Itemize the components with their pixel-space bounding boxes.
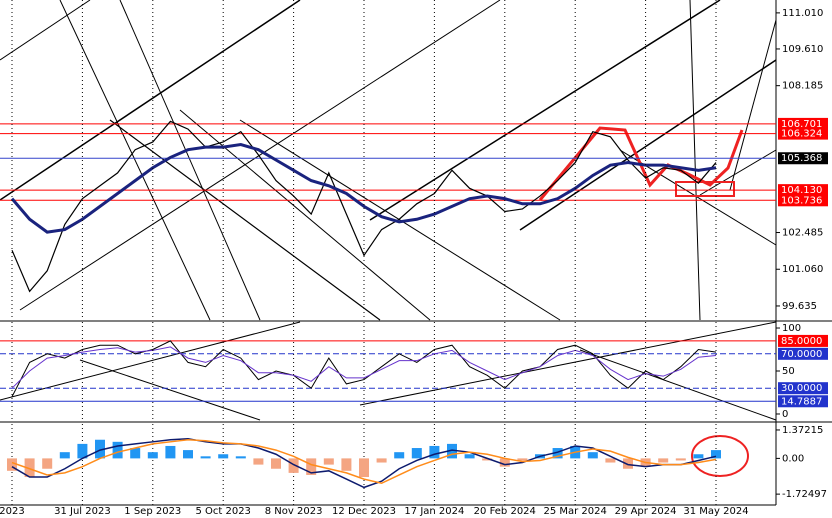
level-label-box — [778, 184, 828, 197]
y-tick-label: 101.060 — [782, 264, 823, 275]
histogram-bar — [77, 443, 88, 459]
histogram-bar — [42, 458, 53, 469]
y-tick-label: 102.485 — [782, 228, 823, 239]
level-label: 106.701 — [781, 119, 822, 130]
histogram-bar — [429, 445, 440, 459]
series-line — [11, 438, 717, 485]
x-tick-label: 8 Nov 2023 — [265, 506, 323, 517]
histogram-bar — [447, 443, 457, 459]
histogram-bar — [253, 458, 264, 465]
y-tick-label: 99.635 — [782, 301, 817, 312]
level-label-box — [778, 194, 828, 207]
histogram-bar — [271, 458, 281, 469]
histogram-bar — [59, 452, 70, 459]
level-label: 105.368 — [781, 153, 822, 164]
histogram-bar — [306, 458, 317, 475]
histogram-bar — [587, 452, 598, 459]
level-label-box — [778, 127, 828, 140]
x-tick-label: 17 Jan 2024 — [404, 506, 464, 517]
level-label: 85.0000 — [781, 336, 822, 347]
x-tick-label: 31 Jul 2023 — [54, 506, 111, 517]
x-tick-label: 12 Dec 2023 — [332, 506, 396, 517]
histogram-bar — [394, 452, 405, 459]
level-label-box — [778, 334, 828, 347]
histogram-bar — [605, 458, 616, 463]
histogram-bar — [147, 452, 158, 459]
x-tick-label: 1 Sep 2023 — [124, 506, 181, 517]
series-line — [10, 143, 717, 234]
x-tick-label: 20 Feb 2024 — [474, 506, 536, 517]
histogram-bar — [464, 454, 475, 459]
histogram-bar — [288, 458, 299, 473]
x-tick-label: 25 Mar 2024 — [543, 506, 606, 517]
y-tick-label: 109.610 — [782, 44, 823, 55]
x-tick-label: 31 May 2024 — [683, 506, 748, 517]
histogram-bar — [218, 454, 229, 459]
histogram-bar — [95, 439, 105, 459]
level-label: 70.0000 — [781, 349, 822, 360]
x-tick-label: 5 Oct 2023 — [195, 506, 250, 517]
histogram-bar — [376, 458, 387, 463]
x-tick-label: 29 Apr 2024 — [615, 506, 677, 517]
y-tick-label: 111.010 — [782, 8, 823, 19]
histogram-bar — [623, 458, 633, 469]
level-label-box — [778, 395, 828, 408]
histogram-bar — [517, 458, 528, 461]
level-label: 103.736 — [781, 195, 822, 206]
histogram-bar — [552, 448, 563, 459]
histogram-bar — [411, 448, 422, 459]
series-line — [11, 346, 717, 389]
histogram-bar — [7, 458, 17, 471]
y-tick-label: 100 — [782, 323, 801, 334]
histogram-bar — [482, 458, 493, 461]
histogram-bar — [130, 448, 141, 459]
level-label-box — [778, 347, 828, 360]
y-tick-label: 0.00 — [782, 453, 804, 464]
series-line — [11, 437, 717, 489]
y-tick-label: 1.37215 — [782, 425, 823, 436]
histogram-bar — [112, 441, 123, 459]
histogram-bar — [675, 458, 686, 461]
histogram-bar — [165, 445, 176, 459]
histogram-bar — [200, 456, 211, 459]
trend-lines — [0, 0, 777, 421]
histogram-bar — [711, 450, 721, 459]
level-label-box — [778, 117, 828, 130]
histogram-bar — [24, 458, 35, 478]
histogram-bar — [235, 456, 246, 459]
annotations — [538, 126, 749, 477]
y-tick-label: 0 — [782, 409, 788, 420]
x-tick-label: 2023 — [0, 506, 25, 517]
histogram-bar — [499, 458, 510, 467]
histogram-bar — [658, 458, 669, 463]
y-tick-label: 50 — [782, 366, 795, 377]
level-label: 104.130 — [781, 185, 822, 196]
histogram-bar — [323, 458, 334, 465]
level-label-box — [778, 382, 828, 395]
y-tick-label: -1.72497 — [782, 489, 827, 500]
histogram-bar — [359, 458, 369, 478]
histogram-bar — [183, 450, 193, 459]
level-label-box — [778, 152, 828, 165]
series-line — [11, 120, 717, 293]
histogram-bar — [693, 454, 704, 459]
level-label: 14.7887 — [781, 396, 822, 407]
level-label: 106.324 — [781, 129, 822, 140]
y-tick-label: 108.185 — [782, 81, 823, 92]
histogram-bar — [341, 458, 352, 471]
level-label: 30.0000 — [781, 383, 822, 394]
